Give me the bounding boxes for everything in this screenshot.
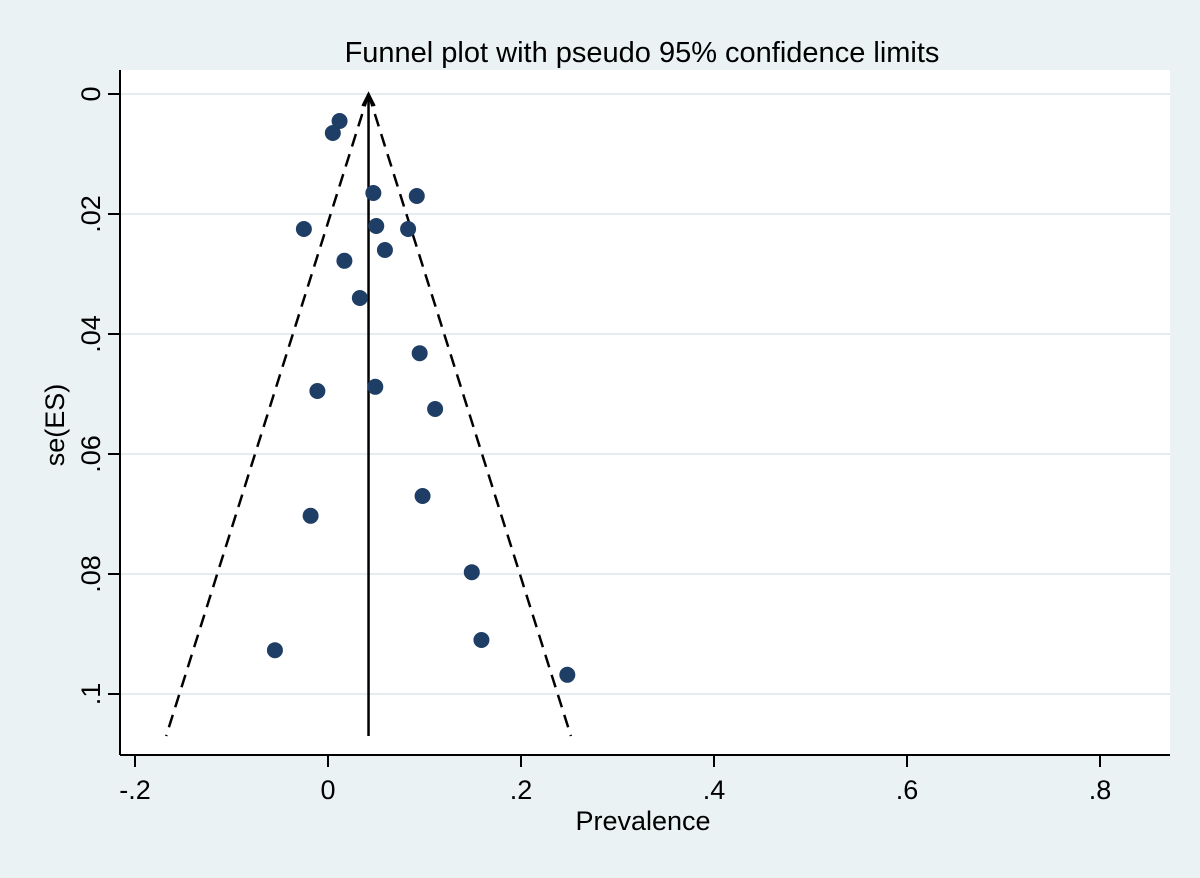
y-tick-label-0: 0 [76, 86, 106, 101]
study-point-14 [414, 488, 431, 504]
x-tick-label-4: .6 [896, 775, 919, 805]
upper-confidence-limit [367, 93, 573, 737]
study-point-13 [427, 401, 444, 417]
x-tick-label-1: 0 [320, 775, 335, 805]
y-tick-label-3: .06 [76, 435, 106, 473]
study-point-18 [266, 642, 283, 659]
y-tick-label-5: .1 [76, 683, 106, 706]
study-point-17 [473, 632, 490, 648]
study-point-9 [351, 290, 368, 306]
study-point-8 [336, 252, 353, 269]
y-tick-label-1: .02 [76, 195, 106, 233]
study-point-15 [302, 507, 319, 524]
study-point-7 [376, 242, 393, 258]
study-point-11 [309, 383, 326, 399]
lower-confidence-limit [164, 93, 370, 737]
x-tick-label-2: .2 [510, 775, 533, 805]
x-tick-label-3: .4 [703, 775, 726, 805]
study-point-4 [295, 221, 312, 237]
study-point-1 [324, 125, 341, 141]
x-tick-label-0: -.2 [119, 775, 151, 805]
y-tick-label-2: .04 [76, 315, 106, 353]
study-points [266, 113, 576, 683]
y-tick-label-4: .08 [76, 555, 106, 593]
study-point-10 [411, 345, 428, 362]
study-point-3 [408, 188, 425, 204]
confidence-limits [164, 91, 573, 737]
study-point-5 [368, 218, 385, 234]
gridlines [120, 93, 1170, 695]
study-point-19 [559, 666, 576, 683]
chart-title: Funnel plot with pseudo 95% confidence l… [345, 37, 940, 69]
plot-area [120, 70, 1170, 755]
study-point-2 [365, 185, 382, 201]
x-axis-label: Prevalence [575, 806, 710, 836]
y-axis-label: se(ES) [40, 384, 70, 467]
x-tick-label-5: .8 [1089, 775, 1112, 805]
study-point-12 [367, 378, 384, 395]
study-point-0 [331, 113, 348, 129]
axes: -.2 0 .2 .4 .6 .8 0 .02 .04 .06 .08 .1 [76, 70, 1170, 805]
pooled-estimate-arrowhead [361, 91, 376, 107]
study-point-16 [463, 564, 480, 581]
study-point-6 [400, 221, 417, 237]
